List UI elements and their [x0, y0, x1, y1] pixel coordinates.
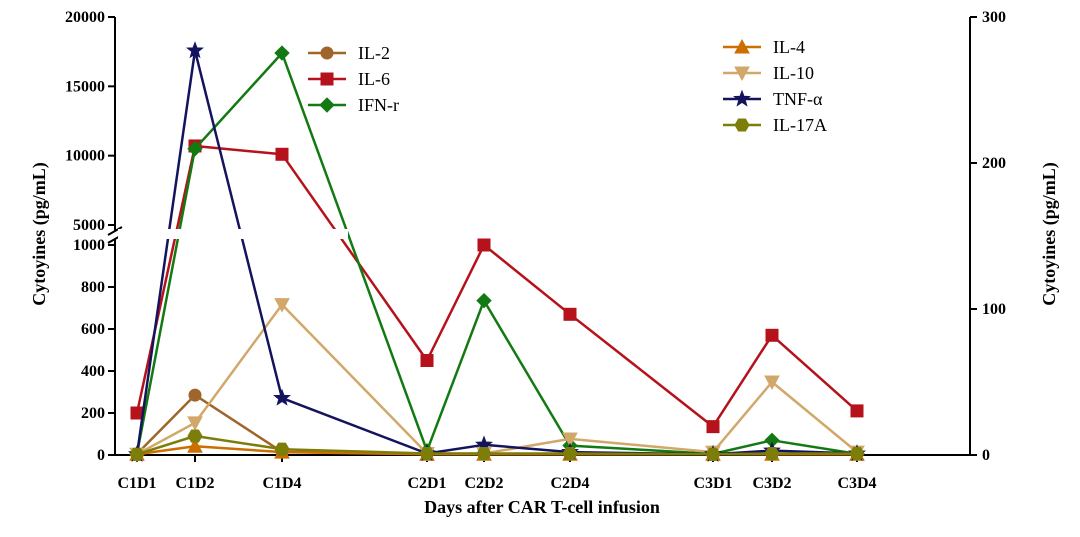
x-tick-label: C2D2: [464, 475, 503, 492]
legend-marker-ifn-r: [319, 97, 335, 113]
legend-label: IL-2: [358, 43, 390, 63]
data-point-il-4: [187, 438, 203, 453]
legend: IL-2 IL-6 IFN-r IL-4 IL-10 TNF-α IL-17A: [308, 37, 827, 135]
legend-marker-il-4: [734, 38, 750, 54]
data-point-il-17a: [764, 446, 780, 461]
legend-label: IFN-r: [358, 95, 399, 115]
series-layer: [118, 41, 866, 463]
data-point-il-17a: [187, 429, 203, 443]
data-point-il-17a: [849, 446, 865, 461]
y-tick-label-right: 200: [982, 155, 1006, 172]
data-point-tnf: [273, 388, 291, 406]
series-tnf: [128, 41, 866, 462]
legend-label: TNF-α: [773, 89, 823, 109]
x-tick-label: C2D4: [550, 475, 589, 492]
legend-marker-il-6: [320, 72, 334, 86]
legend-marker-il-10: [734, 66, 750, 82]
y-tick-label-left: 200: [81, 405, 105, 422]
series-il-6: [130, 139, 864, 434]
data-point-il-10: [187, 416, 203, 431]
data-point-il-17a: [705, 447, 721, 461]
legend-item-tnf: TNF-α: [723, 89, 823, 109]
legend-marker-il-2: [320, 46, 334, 60]
data-point-il-6: [420, 354, 434, 367]
x-tick-label: C3D4: [837, 475, 876, 492]
data-point-il-6: [275, 147, 289, 161]
legend-label: IL-4: [773, 37, 805, 57]
x-tick-label: C1D2: [175, 475, 214, 492]
axis-break-gap: [118, 229, 348, 239]
data-point-il-6: [765, 328, 779, 342]
data-point-tnf: [186, 41, 204, 59]
y-tick-label-left: 20000: [65, 9, 105, 26]
legend-item-il-10: IL-10: [723, 63, 814, 83]
data-point-il-6: [706, 420, 720, 434]
y-tick-label-right: 0: [982, 447, 990, 464]
data-point-il-6: [850, 404, 864, 418]
legend-label: IL-6: [358, 69, 390, 89]
x-tick-label: C3D2: [752, 475, 791, 492]
data-point-il-6: [563, 307, 577, 321]
y-tick-label-right: 100: [982, 301, 1006, 318]
series-line-il-6: [135, 144, 858, 428]
legend-marker-tnf: [733, 89, 751, 107]
y-tick-label-left: 5000: [73, 217, 105, 234]
data-point-il-17a: [274, 442, 290, 456]
data-point-il-17a: [129, 447, 145, 461]
data-point-il-10: [274, 298, 290, 313]
data-point-il-17a: [562, 446, 578, 461]
series-line-il-10: [136, 303, 858, 456]
y-tick-label-left: 400: [81, 363, 105, 380]
legend-item-il-17a: IL-17A: [723, 115, 827, 135]
legend-item-il-4: IL-4: [723, 37, 805, 57]
data-point-il-6: [477, 238, 491, 252]
y-tick-label-left: 0: [97, 447, 105, 464]
data-point-il-10: [764, 375, 780, 391]
data-point-ifn-r: [274, 45, 290, 61]
legend-label: IL-17A: [773, 115, 827, 135]
legend-marker-il-17a: [734, 118, 750, 132]
x-tick-label: C1D4: [262, 475, 301, 492]
y-tick-label-left: 10000: [65, 148, 105, 165]
series-line-tnf: [135, 49, 858, 456]
y-tick-label-left: 600: [81, 321, 105, 338]
legend-item-ifn-r: IFN-r: [308, 95, 399, 115]
data-point-il-2: [188, 388, 202, 402]
y-axis-label-left: Cytoyines (pg/mL): [29, 162, 50, 306]
data-point-il-10: [562, 432, 578, 447]
data-point-il-17a: [419, 446, 435, 461]
legend-item-il-2: IL-2: [308, 43, 390, 63]
axes: 0 200 400 600 800 1000 5000 10000 15000 20000 0 100…: [65, 9, 1006, 492]
x-tick-label: C2D1: [407, 475, 446, 492]
data-point-ifn-r: [187, 141, 203, 157]
axis-break-mark-upper: [107, 226, 123, 236]
data-point-il-17a: [476, 446, 492, 461]
y-tick-label-left: 800: [81, 279, 105, 296]
legend-label: IL-10: [773, 63, 814, 83]
y-tick-label-right: 300: [982, 9, 1006, 26]
series-ifn-r: [129, 45, 865, 462]
y-axis-label-right: Cytoyines (pg/mL): [1039, 162, 1060, 306]
data-point-ifn-r: [476, 292, 492, 309]
legend-item-il-6: IL-6: [308, 69, 390, 89]
y-tick-label-left: 15000: [65, 78, 105, 95]
x-axis-label: Days after CAR T-cell infusion: [424, 497, 660, 517]
x-tick-label: C1D1: [117, 475, 156, 492]
x-tick-label: C3D1: [693, 475, 732, 492]
y-tick-label-left: 1000: [73, 237, 105, 254]
series-il-17a: [129, 429, 865, 461]
